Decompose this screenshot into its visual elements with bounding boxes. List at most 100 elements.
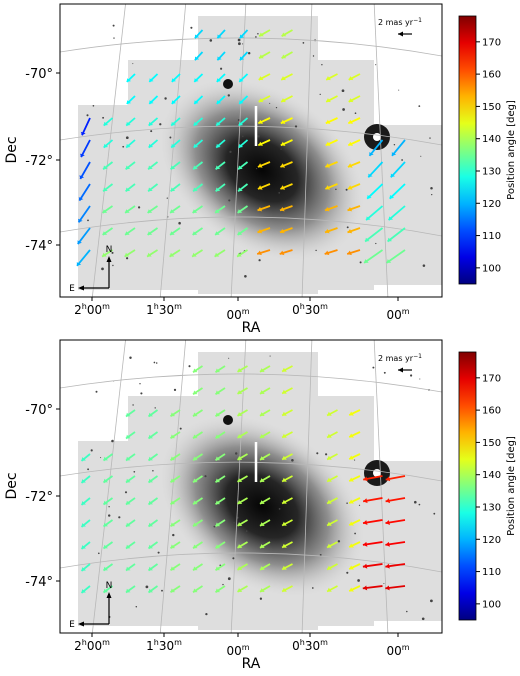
colorbar-tick-label-3: 130: [482, 166, 501, 177]
field-star-56: [244, 275, 247, 278]
field-star-28: [430, 599, 433, 603]
field-star-2: [419, 378, 421, 380]
pm-arrow-83: [389, 183, 406, 200]
ra-grid-1h00: [230, 4, 247, 297]
field-star-64: [188, 365, 191, 368]
pm-arrow-head-18: [327, 411, 332, 416]
scale-arrow-label: 2 mas yr−1: [378, 17, 422, 27]
pm-arrow-head-98: [77, 240, 82, 245]
field-star-69: [383, 583, 385, 584]
field-star-46: [90, 449, 93, 452]
field-star-66: [321, 64, 323, 66]
pm-arrow-112: [76, 249, 91, 267]
field-star-22: [242, 135, 244, 138]
field-star-42: [164, 97, 167, 100]
pm-arrow-head-68: [363, 498, 368, 504]
pm-arrow-96: [365, 205, 384, 221]
field-star-29: [341, 89, 345, 93]
pm-arrow-head-12: [170, 412, 176, 417]
pm-arrow-head-78: [260, 522, 265, 526]
pm-arrow-head-93: [282, 543, 287, 548]
field-star-60: [227, 577, 231, 581]
compass-east-label: E: [69, 284, 75, 294]
pm-arrow-head-118: [215, 588, 221, 593]
y-tick-label-2: -74°: [25, 575, 53, 590]
pm-arrow-head-99: [103, 566, 108, 571]
field-star-21: [433, 512, 436, 515]
dec-grid-74: [60, 216, 442, 237]
field-star-10: [157, 551, 160, 554]
pm-arrow-head-113: [102, 252, 107, 257]
pm-arrow-head-76: [215, 522, 221, 527]
x-tick-label-0: 2h00m: [74, 302, 110, 317]
compass-north-label: N: [106, 581, 113, 591]
field-star-24: [354, 459, 356, 461]
pm-arrow-head-27: [282, 433, 287, 438]
y-tick-label-1: -72°: [25, 154, 53, 169]
pm-arrow-head-44: [126, 143, 131, 148]
pm-arrow-head-64: [260, 500, 265, 504]
pm-arrow-head-86: [125, 209, 130, 213]
pm-arrow-head-57: [103, 500, 108, 505]
field-star-34: [346, 571, 349, 574]
pm-arrow-head-15: [237, 412, 243, 416]
pm-arrow-head-32: [126, 121, 131, 126]
field-star-59: [430, 187, 433, 190]
y-axis-label: Dec: [4, 472, 20, 499]
pm-arrow-head-59: [148, 165, 153, 170]
field-star-6: [280, 148, 282, 150]
field-star-21: [257, 135, 260, 138]
pm-arrow-head-82: [363, 520, 368, 525]
pm-arrow-head-21: [149, 100, 154, 104]
field-star-59: [139, 383, 141, 385]
pm-arrow-head-29: [348, 98, 354, 103]
field-star-18: [155, 362, 158, 364]
pm-arrow-head-123: [347, 250, 352, 256]
field-star-16: [294, 125, 298, 128]
pm-arrow-head-16: [258, 76, 264, 81]
field-star-51: [190, 26, 193, 29]
compass: NE: [69, 245, 112, 294]
field-star-0: [87, 468, 90, 471]
pm-arrow-head-109: [347, 229, 353, 234]
field-star-32: [222, 583, 224, 586]
pm-arrow-110: [364, 227, 384, 243]
pm-arrow-head-72: [126, 522, 131, 527]
pm-arrow-head-115: [147, 252, 152, 257]
pm-arrow-head-34: [171, 121, 176, 126]
pm-arrow-head-1: [215, 368, 221, 373]
ra-grid-1h30: [159, 340, 187, 633]
compass: NE: [69, 581, 112, 630]
field-star-65: [431, 193, 433, 196]
field-star-42: [421, 617, 425, 621]
pm-arrow-head-60: [170, 165, 176, 170]
field-star-68: [213, 525, 216, 528]
pm-arrow-head-113: [103, 588, 108, 593]
pm-arrow-head-2: [237, 368, 243, 372]
pm-arrow-head-116: [170, 588, 176, 593]
pm-arrow-head-51: [280, 141, 286, 146]
pm-arrow-head-28: [327, 433, 332, 438]
pm-arrow-head-80: [327, 521, 332, 526]
field-star-2: [111, 251, 114, 254]
pm-arrow-head-89: [193, 544, 198, 549]
pm-arrow-head-117: [192, 252, 197, 257]
pm-arrow-head-42: [80, 153, 85, 158]
colorbar-tick-label-5: 150: [482, 102, 501, 113]
pm-arrow-98: [77, 227, 91, 245]
pm-arrow-head-121: [282, 587, 287, 592]
pm-arrow-head-105: [237, 231, 243, 235]
pm-arrow-head-69: [385, 498, 391, 504]
field-star-35: [319, 553, 322, 556]
compass-east-head: [78, 621, 84, 627]
pm-arrow-head-85: [103, 544, 108, 549]
pm-arrow-head-70: [81, 523, 86, 527]
colorbar-tick-label-1: 110: [482, 567, 501, 578]
x-tick-label-4: 00m: [386, 643, 409, 658]
pm-arrow-head-71: [103, 522, 108, 527]
ra-grid-0h30: [301, 4, 313, 297]
x-tick-label-3: 0h30m: [292, 638, 328, 653]
y-tick-label-1: -72°: [25, 490, 53, 505]
pm-arrow-head-88: [170, 544, 176, 549]
field-star-9: [150, 130, 153, 133]
